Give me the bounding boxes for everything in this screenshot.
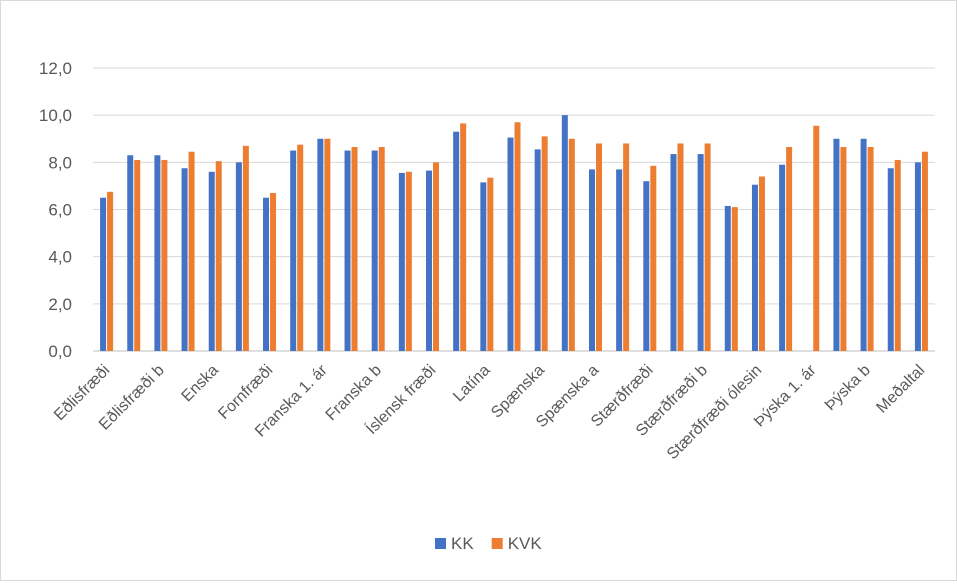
bar-kvk [595, 143, 602, 351]
bar-kvk [297, 144, 304, 351]
bar-kk [290, 150, 297, 351]
bar-kk [371, 150, 378, 351]
bar-kk [453, 131, 460, 351]
bar-kk [616, 169, 623, 351]
bar-kvk [270, 192, 277, 351]
bar-kk [208, 171, 215, 351]
bar-kvk [514, 122, 521, 351]
bar-kk [914, 162, 921, 351]
bar-kk [751, 184, 758, 351]
bar-kk [779, 164, 786, 351]
y-tick-label: 0,0 [48, 342, 72, 361]
legend-label-kvk: KVK [508, 534, 543, 553]
bar-kvk [650, 165, 657, 351]
bar-kvk [894, 159, 901, 351]
bar-kk [670, 154, 677, 351]
bar-kvk [921, 151, 928, 351]
bar-kvk [867, 147, 874, 351]
bar-kvk [188, 151, 195, 351]
bar-kvk [107, 191, 114, 351]
x-tick-label: Þýska b [822, 362, 874, 414]
bar-kvk [433, 162, 440, 351]
x-tick-label: Meðaltal [873, 362, 928, 417]
bar-kk [480, 182, 487, 351]
y-axis-ticks: 0,0 2,0 4,0 6,0 8,0 10,0 12,0 [39, 59, 72, 361]
bar-kk [127, 155, 134, 351]
y-tick-label: 8,0 [48, 153, 72, 172]
bar-kk [181, 168, 188, 351]
bar-kk [697, 154, 704, 351]
bar-kk [724, 205, 731, 351]
bar-kvk [324, 138, 331, 351]
bar-kvk [813, 125, 820, 351]
bar-kvk [134, 159, 141, 351]
bar-kvk [242, 145, 249, 351]
bar-kvk [623, 143, 630, 351]
bar-kvk [460, 123, 467, 351]
bar-kvk [840, 147, 847, 351]
legend-swatch-kvk [491, 538, 503, 549]
x-tick-label: Latína [450, 362, 494, 406]
bar-kk [100, 197, 107, 351]
bar-kk [588, 169, 595, 351]
bar-kvk [161, 159, 168, 351]
y-tick-label: 6,0 [48, 201, 72, 220]
bar-kvk [378, 147, 385, 351]
x-tick-label: Enska [179, 362, 223, 406]
bar-kk [398, 172, 405, 351]
bar-kvk [758, 176, 765, 351]
bar-kvk [351, 147, 358, 351]
y-tick-label: 10,0 [39, 106, 72, 125]
bar-kk [263, 197, 270, 351]
bar-kk [534, 149, 541, 351]
bar-kvk [487, 177, 494, 351]
y-tick-label: 12,0 [39, 59, 72, 78]
bar-kk [887, 168, 894, 351]
bar-kvk [568, 138, 575, 351]
x-tick-label: Stærðfræði ólesin [664, 362, 765, 463]
bar-kk [561, 115, 568, 352]
bar-kk [426, 170, 433, 351]
gridlines [93, 67, 935, 352]
bar-kk [154, 155, 161, 351]
y-tick-label: 2,0 [48, 295, 72, 314]
bar-kk [860, 138, 867, 351]
y-tick-label: 4,0 [48, 248, 72, 267]
bar-kk [317, 138, 324, 351]
bar-kvk [731, 207, 738, 351]
bar-kvk [405, 171, 412, 351]
bar-kk [643, 181, 650, 351]
bar-kk [833, 138, 840, 351]
bar-kvk [215, 161, 222, 351]
bar-kvk [677, 143, 684, 351]
bar-kvk [704, 143, 711, 351]
legend: KK KVK [435, 534, 542, 553]
bar-kk [507, 137, 514, 351]
bar-kvk [541, 136, 548, 351]
bar-kvk [786, 147, 793, 351]
bars [100, 115, 928, 352]
legend-swatch-kk [435, 538, 446, 549]
legend-label-kk: KK [451, 534, 474, 553]
bar-kk [235, 162, 242, 351]
bar-kk [344, 150, 351, 351]
